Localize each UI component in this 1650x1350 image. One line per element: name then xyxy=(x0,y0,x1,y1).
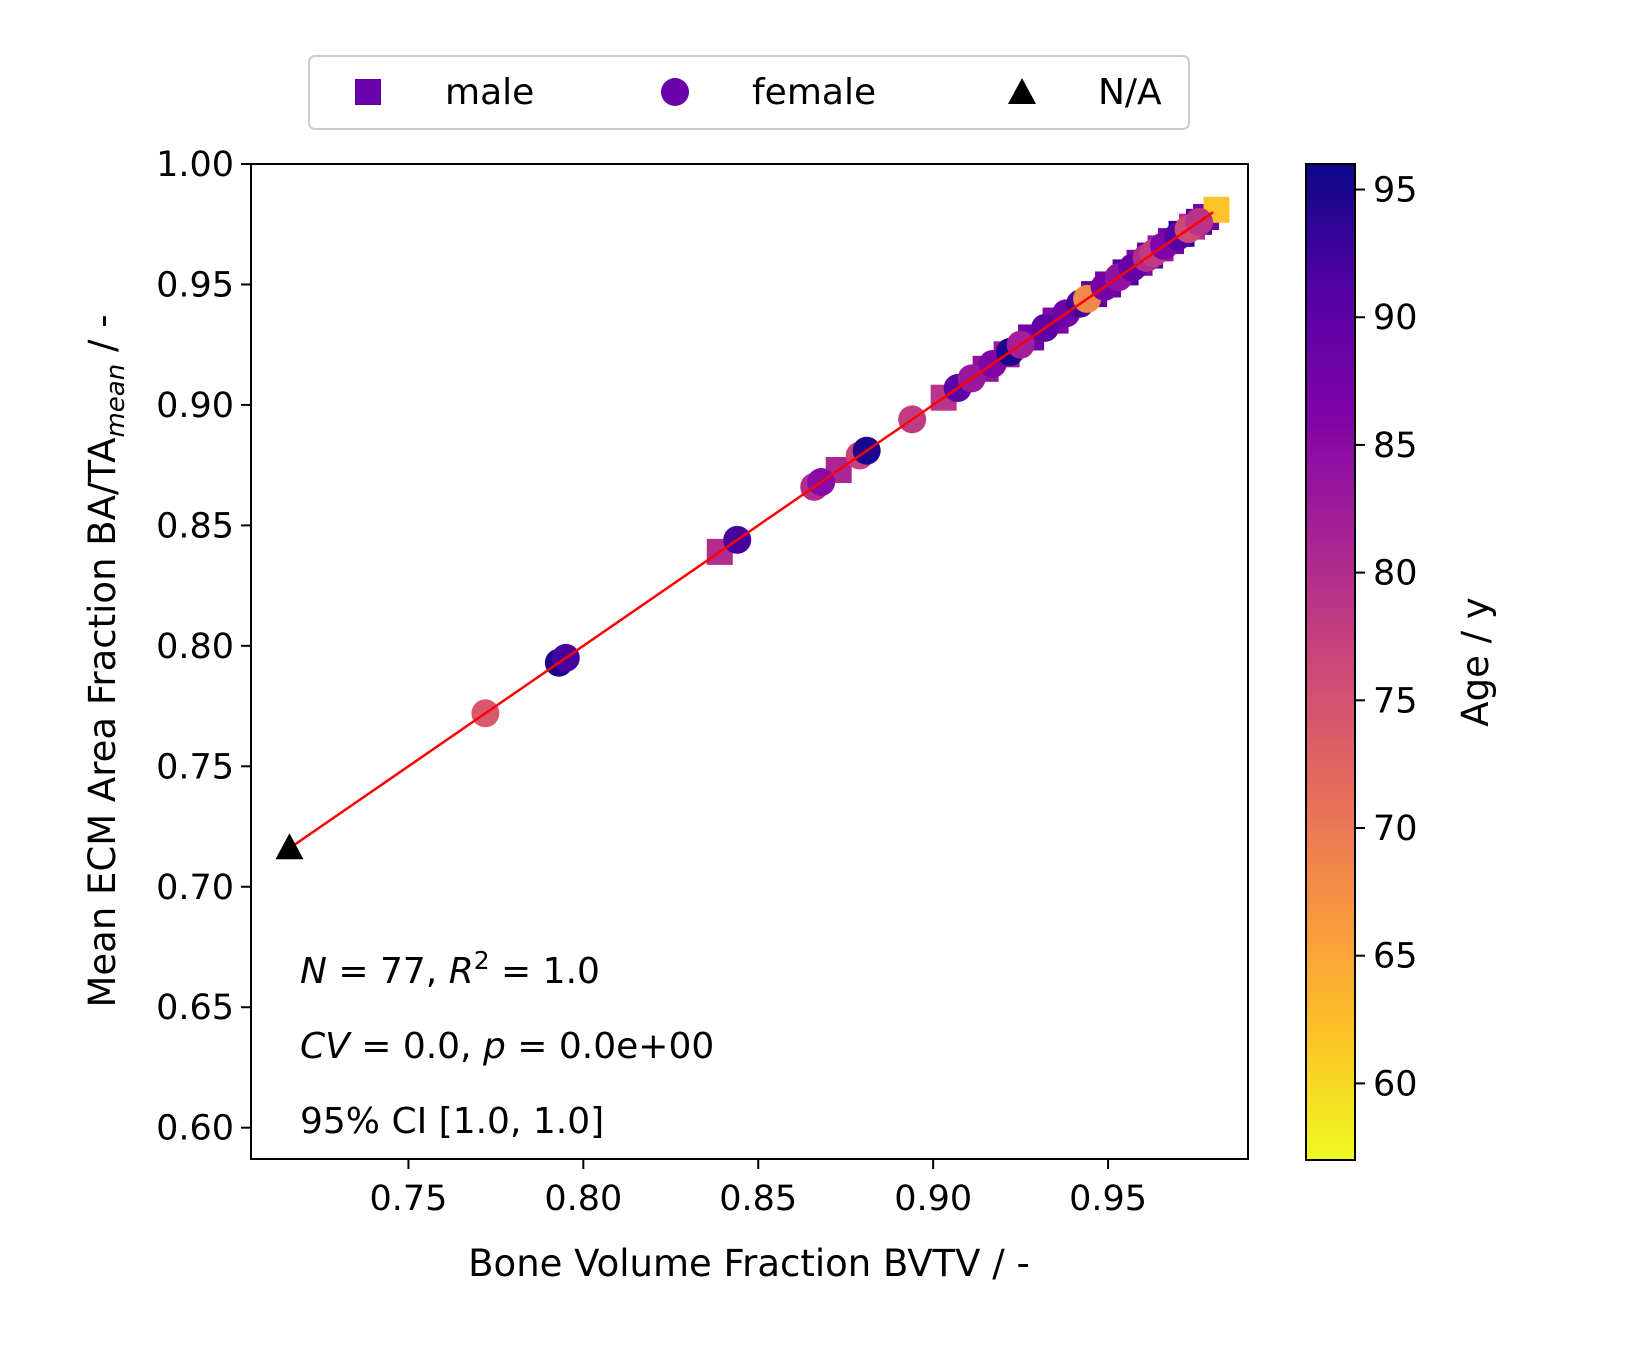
colorbar-gradient xyxy=(1306,164,1355,1160)
colorbar-tick-label: 85 xyxy=(1373,426,1418,466)
y-tick-label: 0.70 xyxy=(156,868,234,908)
stats-annotations: N = 77, R2 = 1.0 CV = 0.0, p = 0.0e+00 9… xyxy=(300,946,714,1142)
colorbar-tick-label: 95 xyxy=(1373,171,1418,211)
legend-square-marker xyxy=(355,79,381,105)
y-tick-label: 0.95 xyxy=(156,265,234,305)
y-axis-label-suffix: / - xyxy=(81,314,124,363)
stats-line-2: CV = 0.0, p = 0.0e+00 xyxy=(300,1026,714,1067)
x-tick-label: 0.90 xyxy=(894,1179,972,1219)
colorbar-ticks: 60 65 70 75 80 85 90 95 xyxy=(1355,171,1418,1104)
female-points xyxy=(471,207,1214,728)
x-axis-ticks: 0.75 0.80 0.85 0.90 0.95 xyxy=(369,1159,1147,1219)
plot-area xyxy=(251,164,1248,1159)
colorbar-tick-label: 75 xyxy=(1373,681,1418,721)
y-axis-label-subscript: mean xyxy=(101,364,131,438)
colorbar-tick-label: 70 xyxy=(1373,809,1418,849)
y-tick-label: 1.00 xyxy=(156,145,234,185)
x-tick-label: 0.85 xyxy=(719,1179,797,1219)
y-tick-label: 0.90 xyxy=(156,386,234,426)
stats-line-1-prefix: N xyxy=(300,951,327,992)
legend: male female N/A xyxy=(308,55,1190,130)
stats-line-1-symbol: R xyxy=(449,951,474,992)
legend-triangle-marker xyxy=(1008,78,1036,104)
na-points xyxy=(275,833,304,860)
y-tick-label: 0.60 xyxy=(156,1109,234,1149)
colorbar-tick-label: 80 xyxy=(1373,554,1418,594)
x-tick-label: 0.80 xyxy=(544,1179,622,1219)
stats-line-2-text2: = 0.0e+00 xyxy=(506,1026,714,1067)
colorbar-tick-label: 65 xyxy=(1373,937,1418,977)
y-axis-ticks: 0.60 0.65 0.70 0.75 0.80 0.85 0.90 0.95 1.00 xyxy=(156,145,251,1149)
na-point xyxy=(275,833,304,860)
y-tick-label: 0.75 xyxy=(156,747,234,787)
y-tick-label: 0.80 xyxy=(156,627,234,667)
x-tick-label: 0.95 xyxy=(1069,1179,1147,1219)
stats-line-3: 95% CI [1.0, 1.0] xyxy=(300,1101,604,1142)
legend-label-male: male xyxy=(445,72,534,113)
stats-line-1: N = 77, R2 = 1.0 xyxy=(300,946,600,992)
y-tick-label: 0.65 xyxy=(156,988,234,1028)
plot-frame xyxy=(250,163,1249,1160)
stats-line-1-text1: = 77, xyxy=(327,951,449,992)
y-axis-label: Mean ECM Area Fraction BA/TAmean / - xyxy=(81,314,131,1007)
legend-label-na: N/A xyxy=(1098,72,1162,113)
colorbar-tick-label: 90 xyxy=(1373,298,1418,338)
colorbar-label: Age / y xyxy=(1454,597,1497,726)
stats-line-2-symbol: p xyxy=(482,1026,506,1067)
colorbar: 60 65 70 75 80 85 90 95 Age / y xyxy=(1305,163,1497,1161)
fit-line xyxy=(288,211,1214,850)
stats-line-1-sup: 2 xyxy=(474,946,490,975)
y-axis-label-main: Mean ECM Area Fraction BA/TA xyxy=(81,438,124,1008)
colorbar-frame xyxy=(1305,163,1356,1161)
stats-line-1-text2: = 1.0 xyxy=(490,951,600,992)
x-axis-label: Bone Volume Fraction BVTV / - xyxy=(468,1242,1030,1285)
stats-line-2-prefix: CV xyxy=(300,1026,352,1067)
legend-circle-marker xyxy=(661,78,689,106)
stats-line-2-text1: = 0.0, xyxy=(350,1026,483,1067)
legend-frame xyxy=(308,55,1190,130)
colorbar-tick-label: 60 xyxy=(1373,1064,1418,1104)
x-tick-label: 0.75 xyxy=(369,1179,447,1219)
y-tick-label: 0.85 xyxy=(156,506,234,546)
legend-label-female: female xyxy=(752,72,876,113)
